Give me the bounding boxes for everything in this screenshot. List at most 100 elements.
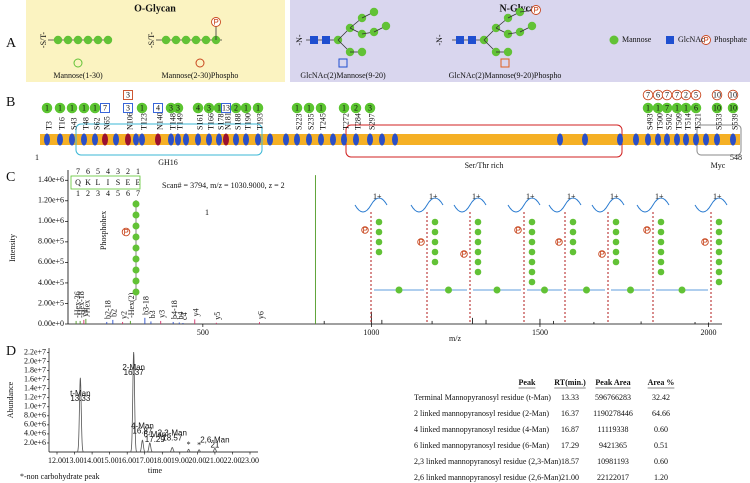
ion-number: 4 bbox=[106, 189, 110, 198]
mannose-icon bbox=[715, 248, 723, 256]
phosphate-glyph bbox=[516, 227, 521, 233]
site-oval bbox=[233, 133, 239, 146]
site-glycan bbox=[291, 102, 303, 114]
site-oval bbox=[255, 133, 261, 146]
y-tick-label: 1.20e+6 bbox=[38, 196, 64, 205]
site-oval bbox=[306, 133, 312, 146]
open-mannose bbox=[73, 58, 83, 68]
region-label: Myc bbox=[711, 161, 726, 170]
mannose-icon bbox=[612, 258, 620, 266]
mannose-icon bbox=[612, 248, 620, 256]
table-cell: 32.42 bbox=[652, 393, 670, 402]
mannose-icon bbox=[715, 238, 723, 246]
ion-number: 1 bbox=[136, 167, 140, 176]
mannose-icon bbox=[357, 47, 367, 57]
mannose-icon bbox=[528, 218, 536, 226]
table-cell: 21.00 bbox=[561, 473, 579, 482]
mannose-icon bbox=[474, 248, 482, 256]
site-oval bbox=[175, 133, 181, 146]
table-header: Area % bbox=[648, 378, 675, 387]
glcnac-icon bbox=[322, 36, 330, 44]
site-count: 10 bbox=[729, 90, 737, 99]
mannose-icon bbox=[431, 248, 439, 256]
star-label: * bbox=[197, 441, 201, 450]
mannose-icon bbox=[474, 218, 482, 226]
ion-number: 4 bbox=[106, 167, 110, 176]
charge-label: 1+ bbox=[610, 192, 619, 201]
legend-label: Phosphate bbox=[714, 35, 747, 44]
site-count: 1 bbox=[244, 103, 248, 112]
peak-rt: 18.57 bbox=[162, 434, 183, 443]
table-cell: 0.60 bbox=[654, 425, 668, 434]
site-oval bbox=[582, 133, 588, 146]
mannose-icon bbox=[445, 286, 452, 294]
site-count: 1 bbox=[45, 103, 49, 112]
site-label: T16 bbox=[57, 117, 66, 130]
peak-name: 4-Man bbox=[131, 421, 154, 430]
table-cell-peak: 6 linked mannopyranosyl residue (6-Man) bbox=[414, 441, 549, 450]
mannose-icon bbox=[191, 35, 201, 45]
site-label: S533 bbox=[714, 114, 723, 130]
seq-start: 1 bbox=[35, 153, 39, 162]
mannose-icon bbox=[612, 218, 620, 226]
x-tick-label: 16.00 bbox=[118, 456, 136, 465]
site-count: 3 bbox=[126, 90, 130, 99]
mannose-icon bbox=[528, 228, 536, 236]
site-label: T284 bbox=[353, 113, 362, 130]
site-oval bbox=[267, 133, 273, 146]
peak-label: b3-18 bbox=[142, 296, 151, 315]
site-oval bbox=[379, 133, 385, 146]
peak-label: c4 bbox=[180, 312, 189, 320]
peak-name: 6-Man bbox=[143, 430, 166, 439]
chrom-peak bbox=[146, 442, 154, 453]
table-cell: 18.57 bbox=[561, 457, 579, 466]
site-oval bbox=[617, 133, 623, 146]
ion-number: 3 bbox=[116, 167, 120, 176]
phosphate-glyph bbox=[704, 37, 709, 43]
site-label: T123 bbox=[139, 113, 148, 130]
y-tick-label: 2.0e+6 bbox=[24, 438, 46, 447]
peak-name: 2,3-Man bbox=[158, 429, 187, 438]
mannose-icon bbox=[612, 228, 620, 236]
panel-letter: C bbox=[6, 170, 15, 185]
site-count: 1 bbox=[58, 103, 62, 112]
site-label: S161 bbox=[195, 114, 204, 130]
table-cell-peak: 2,6 linked mannopyranosyl residue (2,6-M… bbox=[414, 473, 561, 482]
chrom-peak bbox=[138, 439, 146, 453]
site-oval bbox=[92, 133, 98, 146]
site-glycan bbox=[221, 103, 231, 113]
peak-label: -Hex-36 bbox=[73, 291, 82, 318]
mannose-icon bbox=[431, 218, 439, 226]
site-oval bbox=[341, 133, 347, 146]
site-oval bbox=[216, 133, 222, 146]
table-cell: 0.51 bbox=[654, 441, 668, 450]
y-tick-label: 2.2e+7 bbox=[24, 347, 46, 356]
site-label: T509 bbox=[674, 113, 683, 130]
mannose-icon bbox=[609, 35, 619, 45]
site-count: 1 bbox=[342, 103, 346, 112]
mannose-icon bbox=[369, 7, 379, 17]
ion-number: 2 bbox=[126, 167, 130, 176]
site-label: S297 bbox=[367, 114, 376, 130]
mannose-icon bbox=[395, 286, 403, 294]
site-glycan bbox=[66, 102, 78, 114]
glycan-site: -S/T- bbox=[39, 32, 48, 48]
charge-wave bbox=[354, 197, 388, 213]
site-count: 2 bbox=[354, 103, 358, 112]
ion-number: 2 bbox=[86, 189, 90, 198]
site-count: 10 bbox=[713, 103, 721, 112]
peak-rt: 21 bbox=[210, 440, 219, 449]
charge-label: 1+ bbox=[429, 192, 438, 201]
site-label: S43 bbox=[69, 118, 78, 130]
peak-rt: 13.33 bbox=[70, 394, 91, 403]
protein-bar bbox=[40, 134, 740, 145]
site-count: 1 bbox=[82, 103, 86, 112]
table-cell: 11119338 bbox=[597, 425, 628, 434]
mannose-icon bbox=[715, 268, 723, 276]
site-count: 3 bbox=[169, 103, 173, 112]
site-count: 1 bbox=[307, 103, 311, 112]
mannose-icon bbox=[657, 238, 665, 246]
chrom-peak bbox=[185, 448, 192, 453]
site-oval bbox=[44, 133, 50, 146]
